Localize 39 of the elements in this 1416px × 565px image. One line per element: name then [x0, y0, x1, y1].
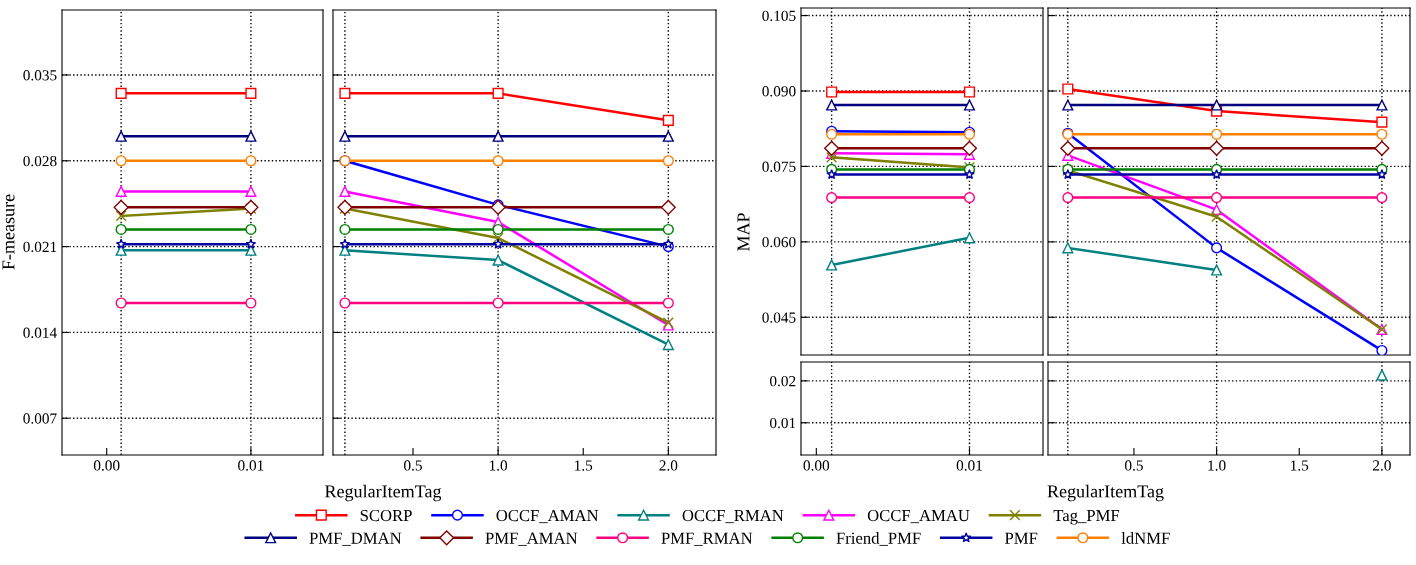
y-tick-label: 0.035 [23, 70, 57, 81]
legend-label: SCORP [360, 509, 412, 522]
legend-label: PMF_DMAN [309, 532, 402, 546]
x-tick-label: 0.5 [404, 460, 422, 471]
y-tick-label: 0.045 [762, 312, 796, 323]
y-axis-title: F-measure [2, 194, 15, 270]
x-tick-label: 2.0 [659, 460, 678, 471]
legend-label: PMF_RMAN [661, 532, 753, 546]
y-tick-label: 0.02 [769, 375, 796, 387]
x-tick-label: 0.5 [1124, 460, 1143, 471]
y-tick-label: 0.090 [762, 86, 796, 97]
x-tick-label: 2.0 [1373, 460, 1391, 471]
x-tick-label: 1.0 [1208, 460, 1226, 471]
y-tick-label: 0.014 [23, 327, 57, 338]
y-tick-label: 0.105 [762, 10, 796, 22]
y-tick-label: 0.007 [23, 413, 57, 424]
legend-label: PMF_AMAN [485, 532, 578, 546]
y-tick-label: 0.01 [769, 417, 796, 429]
x-axis-title: RegularItemTag [1047, 484, 1164, 502]
legend-label: Tag_PMF [1053, 510, 1120, 525]
x-tick-label: 1.5 [1291, 460, 1309, 471]
legend-label: PMF [1004, 532, 1038, 544]
x-tick-label: 0.00 [803, 460, 830, 471]
x-tick-label: 0.00 [93, 460, 120, 471]
legend-label: Friend_PMF [836, 532, 921, 546]
x-tick-label: 1.5 [575, 460, 593, 471]
legend-label: OCCF_AMAU [867, 509, 970, 524]
x-tick-label: 0.01 [238, 460, 264, 471]
legend-label: OCCF_AMAN [496, 509, 599, 524]
x-tick-label: 1.0 [489, 460, 508, 471]
y-tick-label: 0.028 [23, 155, 57, 167]
y-axis-title: MAP [737, 213, 750, 252]
legend-label: ldNMF [1121, 532, 1170, 544]
x-axis-title: RegularItemTag [324, 484, 442, 502]
x-tick-label: 0.01 [956, 460, 982, 471]
y-tick-label: 0.060 [762, 236, 796, 248]
y-tick-label: 0.021 [23, 241, 57, 253]
y-tick-label: 0.075 [762, 161, 796, 172]
legend-label: OCCF_RMAN [682, 509, 784, 524]
